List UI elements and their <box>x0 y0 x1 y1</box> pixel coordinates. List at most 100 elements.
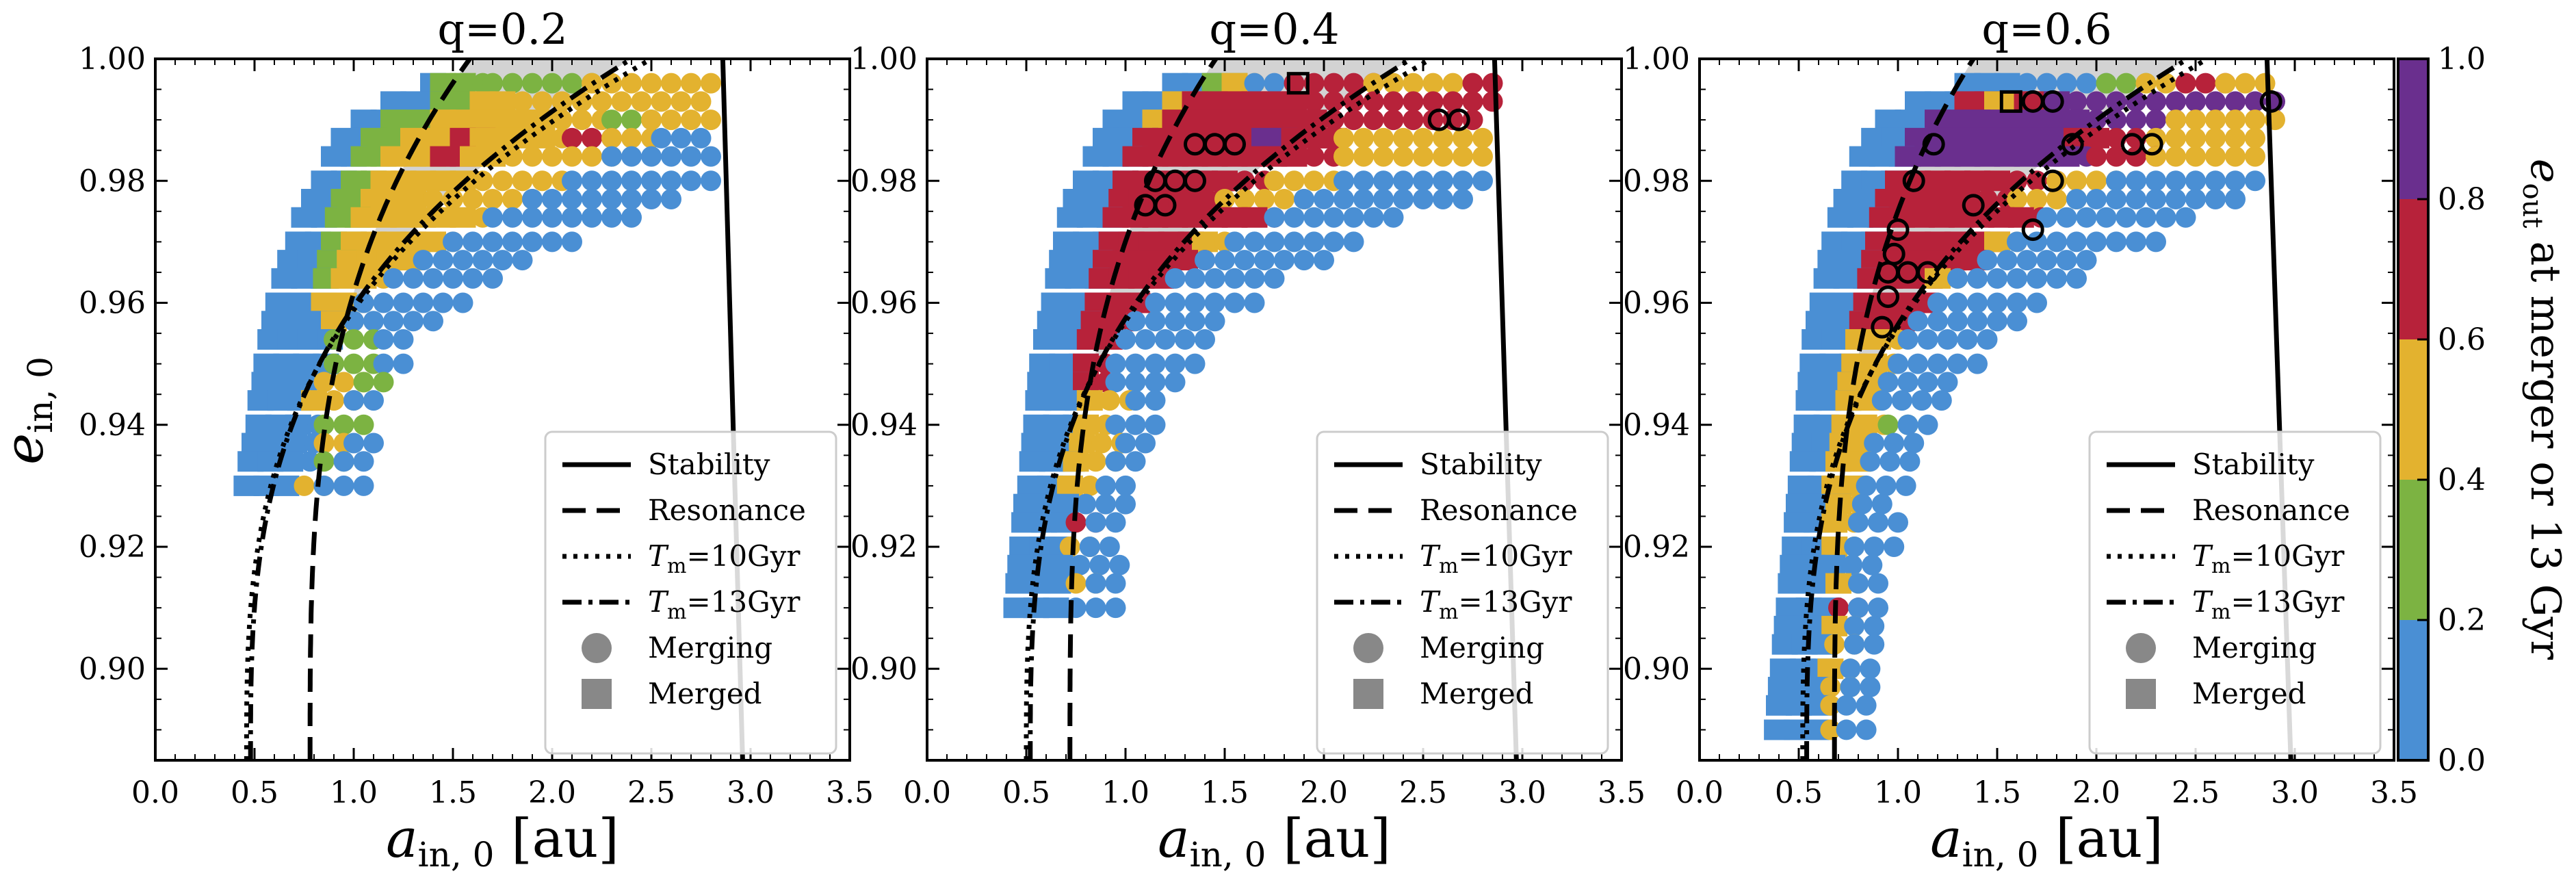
y-axis-label-subscript: in, 0 <box>21 357 60 433</box>
merging-marker <box>463 231 483 253</box>
data-row <box>1037 311 1225 332</box>
merging-marker <box>2146 189 2166 209</box>
data-row <box>271 268 503 289</box>
merging-marker <box>2066 170 2087 192</box>
merging-marker <box>1844 615 1865 636</box>
merging-marker <box>2106 189 2126 209</box>
merging-marker <box>1453 189 1473 209</box>
data-row <box>1789 451 1921 472</box>
merging-marker <box>2007 170 2027 192</box>
data-row <box>1045 268 1285 289</box>
merging-marker <box>373 292 394 313</box>
merging-marker <box>363 311 384 332</box>
merging-marker <box>2046 268 2067 289</box>
merged-marker <box>1819 554 1846 576</box>
x-tick-label: 1.5 <box>1973 775 2021 810</box>
merging-marker <box>1145 372 1166 393</box>
x-tick-label: 2.0 <box>2072 775 2120 810</box>
merging-marker <box>2205 127 2226 149</box>
data-row <box>1033 329 1215 350</box>
merging-marker <box>621 189 642 209</box>
merging-marker <box>1145 414 1166 435</box>
merging-marker <box>1987 292 2007 313</box>
panel-title: q=0.4 <box>1209 4 1339 54</box>
merging-marker <box>1333 146 1354 167</box>
merging-marker <box>482 73 503 94</box>
merging-marker <box>1864 537 1885 558</box>
merging-marker <box>353 475 374 496</box>
merging-marker <box>502 146 523 167</box>
merging-marker <box>1884 432 1905 454</box>
resonance-curve <box>307 59 472 760</box>
merging-marker <box>2007 268 2027 289</box>
data-row <box>1782 537 1905 558</box>
merging-marker <box>2106 146 2126 167</box>
merging-marker <box>432 250 454 271</box>
outlined-circle-marker <box>2061 133 2084 156</box>
merging-marker <box>2225 170 2246 192</box>
data-row <box>1102 109 1483 131</box>
merging-marker <box>1363 207 1384 228</box>
x-axis-label-main: a <box>1930 808 1962 870</box>
data-row <box>1833 189 2246 209</box>
merging-marker <box>1977 250 1998 271</box>
data-row <box>1011 512 1126 533</box>
merging-marker <box>2225 91 2246 112</box>
merging-marker <box>2225 127 2246 149</box>
merging-marker <box>661 73 681 94</box>
merged-marker <box>1851 414 1877 435</box>
merging-marker <box>1115 493 1136 515</box>
merging-marker <box>1828 597 1849 619</box>
merging-marker <box>1840 658 1861 680</box>
x-axis-label-subscript: in, 0 <box>1962 835 2039 875</box>
x-axis-label: ain, 0 [au] <box>386 808 619 875</box>
merging-marker <box>1848 512 1869 533</box>
merging-marker <box>1844 634 1865 655</box>
merging-marker <box>1145 390 1166 411</box>
merging-marker <box>1333 127 1354 149</box>
colorbar-segment <box>2398 59 2428 199</box>
merging-marker <box>1069 554 1091 576</box>
data-row <box>1841 170 2265 192</box>
merged-marker <box>450 207 476 228</box>
merging-marker <box>353 372 374 393</box>
tm13-curve <box>248 59 633 760</box>
merging-marker <box>1091 432 1113 454</box>
merging-marker <box>542 146 562 167</box>
y-tick-label: 0.90 <box>79 651 146 686</box>
merging-marker <box>1204 292 1225 313</box>
outlined-circle-marker <box>2021 218 2044 242</box>
merging-marker <box>1373 146 1394 167</box>
x-axis-label-main: a <box>386 808 418 870</box>
merging-marker <box>353 414 374 435</box>
y-tick-label: 1.00 <box>79 42 146 77</box>
merging-marker <box>393 329 414 350</box>
legend-label: Tm=13Gyr <box>648 585 801 624</box>
merging-marker <box>1065 573 1087 594</box>
merging-marker <box>1884 537 1905 558</box>
plot-area <box>233 59 745 760</box>
merging-marker <box>2066 189 2087 209</box>
merging-marker <box>1125 311 1146 332</box>
merging-marker <box>1314 250 1334 271</box>
merging-marker <box>1065 512 1087 533</box>
merging-marker <box>1099 390 1120 411</box>
merging-marker <box>1987 268 2007 289</box>
merging-marker <box>1125 451 1146 472</box>
merging-marker <box>1105 451 1126 472</box>
merging-marker <box>1165 292 1186 313</box>
colorbar-tick-label: 0.4 <box>2438 463 2486 498</box>
merging-marker <box>1897 414 1918 435</box>
merging-marker <box>1947 311 1968 332</box>
merged-marker <box>1817 658 1844 680</box>
merging-marker <box>1145 311 1166 332</box>
merging-marker <box>443 231 463 253</box>
merging-marker <box>2165 127 2186 149</box>
data-row <box>1954 73 2276 94</box>
data-row <box>265 292 473 313</box>
merging-marker <box>1453 170 1473 192</box>
x-tick-label: 0.0 <box>131 775 179 810</box>
merging-marker <box>2086 189 2107 209</box>
merging-marker <box>1856 475 1877 496</box>
merging-marker <box>413 250 434 271</box>
